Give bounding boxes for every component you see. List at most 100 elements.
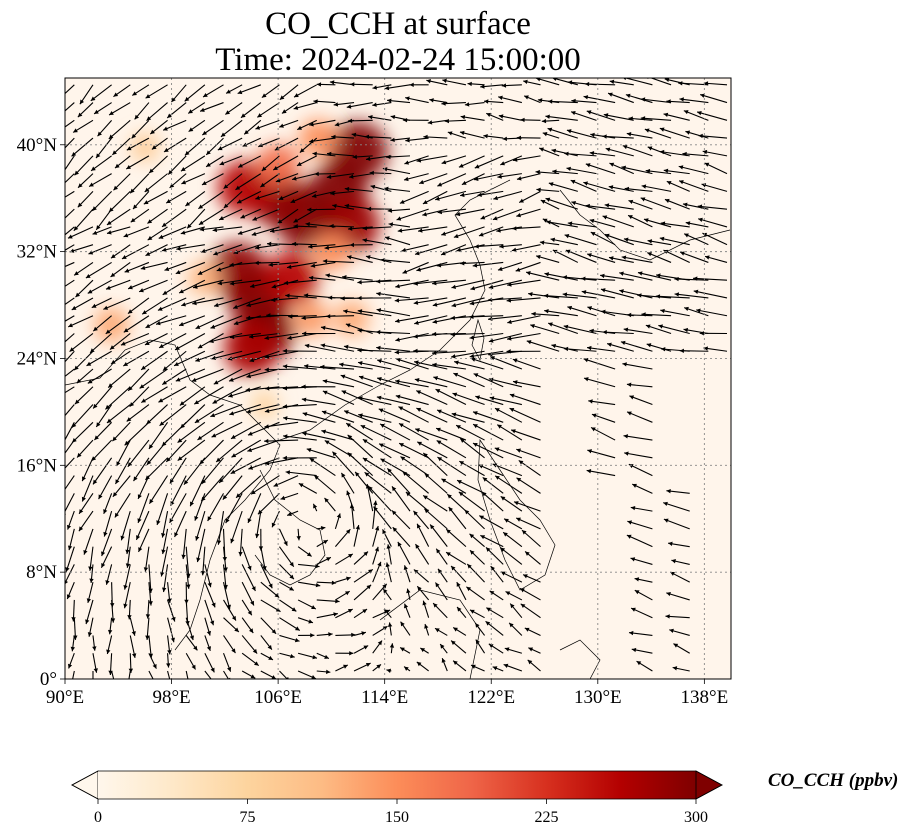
wind-vector bbox=[212, 226, 243, 233]
wind-vector bbox=[90, 84, 112, 102]
wind-vector bbox=[110, 582, 115, 608]
wind-vector bbox=[65, 368, 75, 377]
wind-vector bbox=[186, 208, 206, 229]
wind-vector bbox=[213, 244, 243, 256]
wind-vector bbox=[240, 208, 262, 219]
wind-vector bbox=[542, 132, 560, 139]
wind-vector bbox=[151, 137, 168, 150]
wind-vector bbox=[434, 190, 467, 201]
wind-vector bbox=[481, 491, 504, 512]
wind-vector bbox=[260, 546, 267, 571]
wind-vector bbox=[380, 257, 411, 263]
wind-vector bbox=[524, 627, 541, 636]
wind-vector bbox=[492, 666, 504, 672]
wind-vector bbox=[604, 203, 634, 210]
wind-vector bbox=[550, 237, 578, 246]
wind-vector bbox=[386, 544, 392, 565]
wind-vector bbox=[416, 585, 430, 601]
wind-vector bbox=[79, 84, 94, 105]
wind-vector bbox=[243, 119, 262, 135]
wind-vector bbox=[512, 380, 541, 388]
wind-vector bbox=[279, 599, 297, 612]
wind-vector bbox=[452, 627, 467, 636]
wind-vector bbox=[127, 439, 150, 468]
wind-vector bbox=[298, 581, 321, 588]
wind-vector bbox=[193, 386, 224, 405]
wind-vector bbox=[77, 173, 94, 189]
wind-vector bbox=[585, 203, 616, 210]
wind-vector bbox=[387, 622, 393, 636]
wind-vector bbox=[659, 127, 690, 139]
wind-vector bbox=[415, 428, 448, 441]
wind-vector bbox=[402, 471, 429, 494]
wind-vector bbox=[123, 315, 150, 333]
wind-vector bbox=[346, 102, 373, 109]
wind-vector bbox=[108, 190, 131, 213]
lat-tick-label: 24°N bbox=[17, 348, 58, 369]
wind-vector bbox=[65, 155, 75, 171]
wind-vector bbox=[478, 464, 504, 477]
wind-vector bbox=[388, 222, 411, 228]
wind-vector bbox=[413, 348, 448, 354]
wind-vector bbox=[277, 208, 299, 224]
wind-vector bbox=[204, 617, 212, 636]
wind-vector bbox=[628, 116, 653, 121]
wind-vector bbox=[178, 315, 206, 327]
wind-vector bbox=[65, 279, 75, 287]
wind-vector bbox=[65, 333, 75, 343]
wind-vector bbox=[145, 457, 168, 481]
wind-vector bbox=[696, 308, 728, 317]
wind-vector bbox=[145, 599, 151, 619]
wind-vector bbox=[202, 84, 224, 98]
wind-vector bbox=[237, 84, 261, 95]
wind-vector bbox=[563, 346, 597, 352]
wind-vector bbox=[180, 155, 206, 172]
wind-vector bbox=[169, 173, 187, 189]
wind-vector bbox=[645, 168, 672, 175]
wind-vector bbox=[605, 147, 634, 157]
wind-vector bbox=[660, 221, 690, 228]
wind-vector bbox=[260, 581, 280, 598]
wind-vector bbox=[372, 640, 383, 654]
wind-vector bbox=[297, 119, 317, 131]
wind-vector bbox=[320, 325, 355, 335]
wind-vector bbox=[362, 438, 392, 459]
wind-vector bbox=[129, 173, 150, 194]
wind-vector bbox=[630, 557, 653, 565]
wind-vector bbox=[367, 485, 392, 512]
wind-vector bbox=[384, 236, 411, 246]
wind-vector bbox=[469, 549, 485, 565]
wind-vector bbox=[526, 340, 560, 352]
wind-vector bbox=[658, 324, 690, 335]
wind-vector bbox=[416, 661, 429, 672]
wind-vector bbox=[396, 208, 429, 221]
wind-vector bbox=[636, 660, 653, 672]
wind-vector bbox=[485, 620, 504, 636]
wind-vector bbox=[515, 517, 541, 530]
colorbar-tick-label: 150 bbox=[385, 809, 409, 826]
wind-vector bbox=[129, 635, 137, 658]
wind-vector bbox=[422, 208, 448, 217]
lon-tick-label: 114°E bbox=[361, 687, 408, 708]
wind-vector bbox=[312, 503, 318, 512]
wind-vector bbox=[375, 329, 411, 335]
wind-vector bbox=[335, 608, 353, 619]
wind-vector bbox=[324, 497, 336, 512]
map-panel[interactable] bbox=[50, 75, 731, 691]
wind-vector bbox=[403, 173, 429, 182]
wind-vector bbox=[623, 434, 653, 441]
wind-vector bbox=[279, 119, 299, 128]
wind-vector bbox=[72, 670, 75, 679]
wind-vector bbox=[147, 226, 168, 241]
wind-vector bbox=[473, 173, 504, 182]
wind-vector bbox=[535, 169, 560, 175]
wind-vector bbox=[659, 236, 690, 246]
wind-vector bbox=[679, 251, 709, 263]
wind-vector bbox=[166, 653, 171, 668]
wind-vector bbox=[165, 190, 187, 204]
wind-vector bbox=[184, 84, 206, 102]
lat-tick-label: 16°N bbox=[17, 455, 58, 476]
wind-vector bbox=[320, 343, 355, 352]
wind-vector bbox=[316, 669, 331, 675]
wind-vector bbox=[353, 551, 369, 565]
